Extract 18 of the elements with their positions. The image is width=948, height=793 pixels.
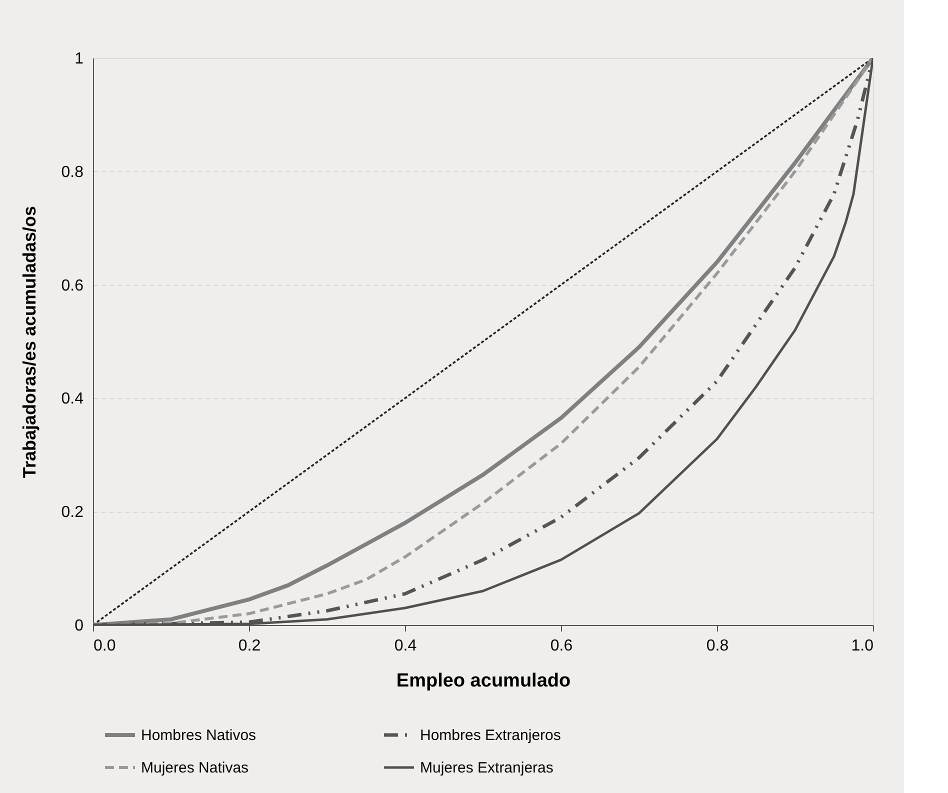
y-tick-label: 0 [74,618,84,634]
y-tick-label: 0.4 [61,390,84,408]
y-tick-label: 0.6 [61,277,84,294]
legend-label: Mujeres Nativas [141,760,249,776]
x-tick-label: 0.0 [94,638,116,654]
legend-label: Hombres Extranjeros [420,727,561,744]
x-tick-label: 0.8 [706,638,729,654]
y-tick-label: 0.8 [61,164,84,181]
y-tick-label: 0.2 [61,504,84,522]
legend-label: Hombres Nativos [141,727,256,744]
x-tick-label: 0.2 [238,638,261,654]
y-axis-title: Trabajadoras/es acumuladas/os [19,206,40,478]
y-tick-label: 1 [74,50,84,68]
legend-label: Mujeres Extranjeras [420,760,554,776]
x-tick-label: 0.6 [550,638,573,654]
x-tick-label: 0.4 [394,638,417,654]
x-tick-label: 1.0 [851,638,874,654]
x-axis-title: Empleo acumulado [396,670,571,692]
